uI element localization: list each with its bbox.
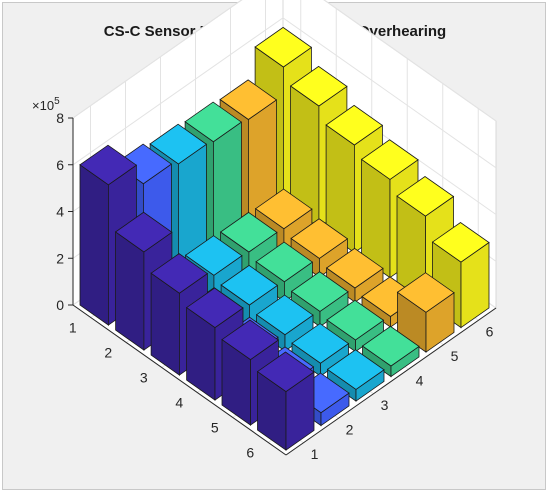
labels-layer: 0 2 4 6 8 1 2 3 4 5 6 1 2 3 4 5 6 (56, 110, 493, 462)
bar-top-face (220, 264, 279, 306)
x-axis-line (72, 304, 287, 456)
bar-top-face (325, 104, 384, 146)
bar-top-face (289, 65, 348, 107)
bar-top-face (326, 349, 385, 390)
y-tick-label: 6 (486, 323, 494, 339)
z-tick-label: 4 (56, 204, 64, 220)
bar-top-face (255, 241, 314, 283)
y-tick-label: 4 (416, 372, 424, 388)
x-tick-label: 6 (246, 445, 254, 461)
bar-top-face (291, 323, 350, 364)
bar-top-face (290, 218, 349, 259)
y-tick-label: 1 (311, 446, 319, 462)
x-tick-label: 1 (69, 320, 77, 336)
bar-top-face (290, 271, 349, 312)
bar-top-face (360, 139, 419, 180)
z-exponent-base: ×10 (32, 98, 54, 113)
bar (256, 351, 315, 451)
bar-top-face (256, 351, 315, 393)
z-gridline (72, 0, 497, 122)
bar-top-face (255, 294, 314, 336)
z-exponent-power: 5 (54, 96, 60, 107)
bar-top-face (185, 287, 244, 329)
bar-top-face (326, 299, 385, 341)
x-tick-label: 4 (175, 395, 183, 411)
bar-top-face (219, 79, 278, 120)
bar-top-face (184, 101, 243, 143)
z-tick-label: 0 (56, 297, 64, 313)
bar-top-face (361, 325, 420, 367)
bar-top-face (396, 272, 455, 313)
bar-top-face (431, 222, 490, 263)
bar-top-face (221, 319, 280, 361)
bar-top-face (254, 188, 313, 230)
x-tick-label: 2 (104, 345, 112, 361)
bar-top-face (325, 247, 384, 289)
bar-top-face (396, 176, 455, 217)
z-gridline (72, 17, 497, 169)
y-axis-line (285, 307, 497, 456)
bar-top-face (254, 26, 313, 68)
z-tick-label: 2 (56, 250, 64, 266)
bar-top-face (114, 211, 173, 253)
z-tick-label: 8 (56, 110, 64, 126)
bar-top-face (184, 235, 243, 276)
x-tick-label: 5 (211, 420, 219, 436)
bar (114, 211, 173, 351)
bars-layer (79, 26, 490, 451)
bar-top-face (79, 144, 138, 186)
bar (396, 272, 455, 353)
bar-front-face (79, 164, 109, 326)
y-tick-label: 3 (381, 397, 389, 413)
bar-top-face (219, 211, 278, 253)
z-exponent-label: ×105 (32, 96, 60, 113)
bar-front-face (115, 231, 145, 351)
bar-top-face (149, 123, 208, 165)
x-tick-label: 3 (140, 370, 148, 386)
z-tick-label: 6 (56, 157, 64, 173)
bar-top-face (150, 253, 209, 294)
bar (361, 325, 420, 378)
y-tick-label: 5 (451, 348, 459, 364)
y-tick-label: 2 (346, 421, 354, 437)
